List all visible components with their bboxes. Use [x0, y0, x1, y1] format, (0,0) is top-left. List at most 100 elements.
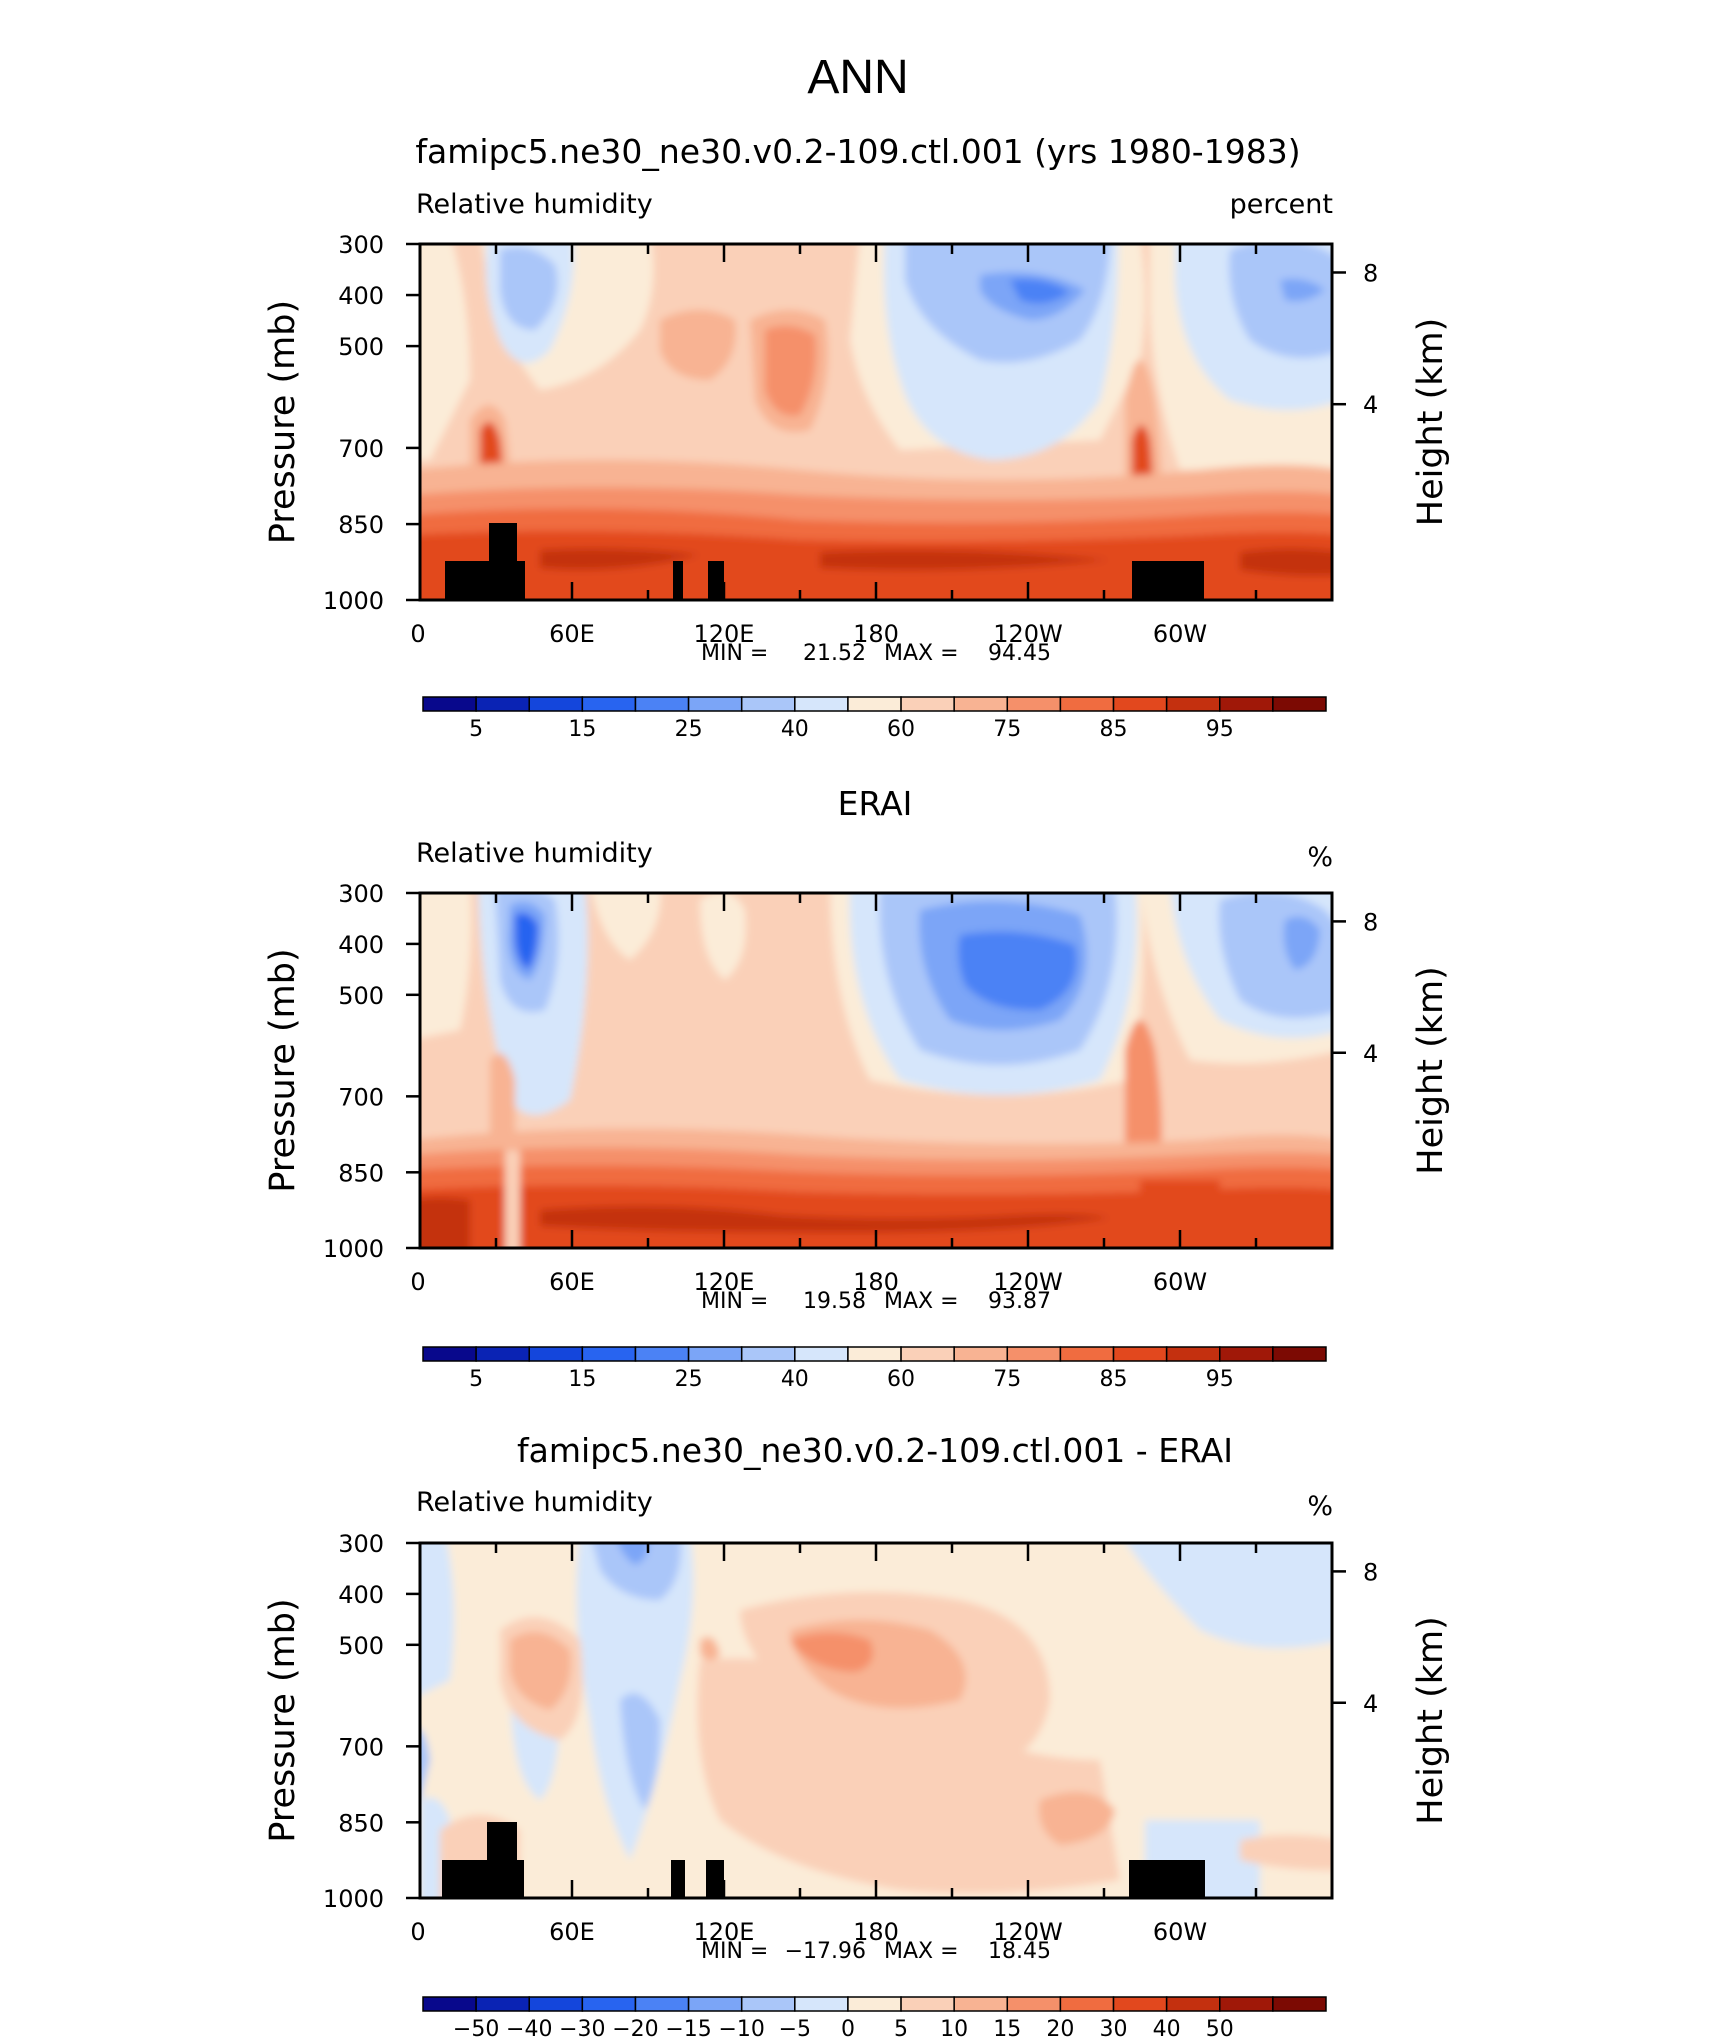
- colorbar-label: −30: [559, 2017, 605, 2038]
- region: [540, 1206, 1110, 1233]
- colorbar-label: 5: [469, 717, 483, 742]
- colorbar-swatch: [847, 1346, 902, 1362]
- max-label: MAX =: [884, 641, 959, 666]
- colorbar-swatch: [1059, 1346, 1115, 1362]
- page-title: ANN: [807, 51, 908, 104]
- panel-model: famipc5.ne30_ne30.v0.2-109.ctl.001 (yrs …: [263, 132, 1451, 742]
- colorbar-swatch: [1165, 696, 1221, 712]
- region: [697, 1658, 1120, 1894]
- x-tick-label: 120E: [694, 1268, 755, 1296]
- colorbar-swatch: [1059, 1996, 1115, 2012]
- colorbar-label: 15: [568, 717, 596, 742]
- y-tick-label: 700: [338, 1083, 384, 1111]
- colorbar-swatch: [794, 1996, 849, 2012]
- region: [1240, 1835, 1332, 1871]
- variable-label: Relative humidity: [416, 189, 653, 220]
- panel-obs: ERAI Relative humidity %: [263, 784, 1451, 1392]
- region: [420, 1197, 470, 1248]
- colorbar-label: −40: [506, 2017, 552, 2038]
- y-tick-label: 300: [338, 1530, 384, 1558]
- variable-label: Relative humidity: [416, 838, 653, 869]
- colorbar-swatch: [740, 1346, 796, 1362]
- panel-title: famipc5.ne30_ne30.v0.2-109.ctl.001 (yrs …: [415, 132, 1300, 171]
- x-tick-label: 60E: [549, 620, 595, 648]
- colorbar-swatch: [422, 1346, 477, 1362]
- colorbar-swatch: [581, 696, 637, 712]
- y-tick-label: 1000: [323, 587, 384, 615]
- region: [420, 1729, 430, 1800]
- units-label: %: [1307, 842, 1333, 873]
- y-axis-title: Pressure (mb): [263, 1598, 303, 1842]
- units-label: %: [1307, 1491, 1333, 1522]
- colorbar-swatch: [1219, 1346, 1274, 1362]
- colorbar-swatch: [528, 696, 584, 712]
- contour-field: [420, 244, 1332, 600]
- colorbar-label: 85: [1100, 1367, 1128, 1392]
- min-value: 21.52: [803, 641, 866, 666]
- region: [1140, 1180, 1220, 1248]
- y-right-axis-title: Height (km): [1411, 966, 1451, 1175]
- x-tick-label: 60W: [1153, 1268, 1207, 1296]
- axes: 0 60E 120E 180 120W 60W300400500700850100084P…: [263, 1530, 1451, 2042]
- x-tick-label: 180: [853, 1918, 899, 1946]
- region: [591, 893, 661, 960]
- region: [958, 931, 1077, 1011]
- colorbar-swatch: [475, 1996, 530, 2012]
- x-tick-label: 120W: [993, 1268, 1063, 1296]
- y-tick-label: 300: [338, 880, 384, 908]
- x-tick-label: 120E: [694, 620, 755, 648]
- colorbar-swatch: [1006, 1996, 1062, 2012]
- colorbar-swatch: [1272, 1996, 1327, 2012]
- colorbar-swatch: [1112, 1346, 1168, 1362]
- max-value: 93.87: [988, 1289, 1051, 1314]
- colorbar-label: 85: [1100, 717, 1128, 742]
- colorbar-label: 15: [568, 1367, 596, 1392]
- colorbar-label: 60: [887, 1367, 915, 1392]
- colorbar-swatch: [1112, 1996, 1168, 2012]
- axes: 0 60E 120E 180 120W 60W300400500700850100084P…: [263, 231, 1451, 742]
- region: [420, 1185, 1332, 1248]
- region: [1240, 548, 1332, 576]
- colorbar-swatch: [634, 1996, 690, 2012]
- variable-label: Relative humidity: [416, 1487, 653, 1518]
- colorbar-swatch: [581, 1996, 637, 2012]
- region: [420, 893, 472, 1038]
- colorbar-label: 5: [894, 2017, 908, 2038]
- colorbar-swatch: [1165, 1996, 1221, 2012]
- colorbar-swatch: [687, 696, 743, 712]
- x-tick-label: 120W: [993, 620, 1063, 648]
- region: [510, 1632, 571, 1710]
- colorbar-label: −20: [612, 2017, 658, 2038]
- y-tick-label: 500: [338, 1632, 384, 1660]
- y-right-tick-label: 4: [1363, 1690, 1378, 1718]
- region: [820, 549, 1110, 571]
- colorbar-swatch: [953, 696, 1009, 712]
- colorbar-label: −5: [779, 2017, 811, 2038]
- region: [700, 893, 746, 980]
- region: [540, 548, 700, 570]
- colorbar-swatch: [900, 1996, 955, 2012]
- x-tick-label: 0: [410, 620, 425, 648]
- x-tick-label: 120W: [993, 1918, 1063, 1946]
- colorbar-label: 30: [1100, 2017, 1128, 2038]
- colorbar-swatch: [634, 696, 690, 712]
- topography-mask: [1129, 1860, 1205, 1898]
- topography-mask: [673, 561, 683, 600]
- max-value: 94.45: [988, 641, 1051, 666]
- colorbar-swatch: [687, 1996, 743, 2012]
- y-right-tick-label: 8: [1363, 1558, 1378, 1586]
- x-tick-label: 120E: [694, 1918, 755, 1946]
- panel-title: famipc5.ne30_ne30.v0.2-109.ctl.001 - ERA…: [517, 1431, 1233, 1470]
- colorbar-swatch: [740, 696, 796, 712]
- region: [1229, 244, 1332, 358]
- colorbar-swatch: [1006, 1346, 1062, 1362]
- colorbar-swatch: [1006, 696, 1062, 712]
- colorbar-swatch: [475, 1346, 530, 1362]
- y-right-tick-label: 4: [1363, 391, 1378, 419]
- colorbar-label: 25: [675, 1367, 703, 1392]
- y-tick-label: 700: [338, 1733, 384, 1761]
- max-value: 18.45: [988, 1939, 1051, 1964]
- colorbar-label: −15: [665, 2017, 711, 2038]
- y-tick-label: 1000: [323, 1885, 384, 1913]
